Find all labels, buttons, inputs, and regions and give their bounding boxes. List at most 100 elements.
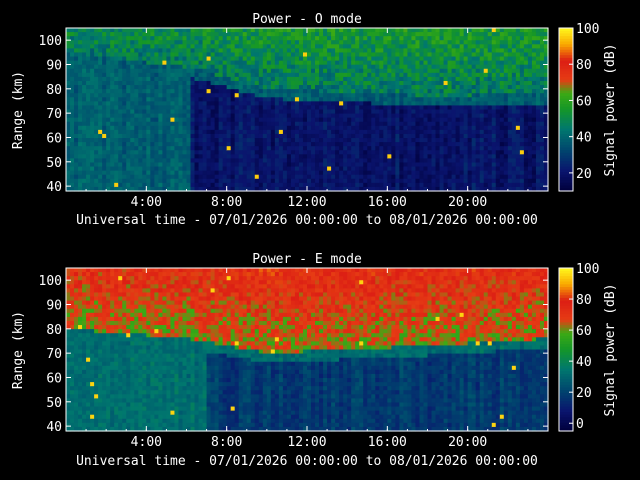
heatmap-cell bbox=[411, 97, 417, 102]
heatmap-cell bbox=[234, 101, 240, 107]
heatmap-cell bbox=[475, 178, 481, 184]
heatmap-cell bbox=[254, 36, 260, 41]
heatmap-cell bbox=[70, 44, 75, 49]
heatmap-cell bbox=[254, 182, 260, 188]
heatmap-cell bbox=[307, 138, 312, 143]
heatmap-cell bbox=[110, 138, 115, 143]
heatmap-cell bbox=[343, 133, 348, 139]
heatmap-cell bbox=[254, 162, 260, 168]
heatmap-cell bbox=[118, 64, 123, 70]
heatmap-cell bbox=[250, 146, 256, 151]
heatmap-cell bbox=[98, 56, 103, 62]
heatmap-cell bbox=[463, 60, 469, 66]
heatmap-cell bbox=[507, 162, 513, 168]
heatmap-cell bbox=[94, 158, 99, 164]
heatmap-cell bbox=[319, 142, 324, 147]
heatmap-cell bbox=[182, 162, 188, 168]
heatmap-plot-area bbox=[66, 28, 549, 192]
heatmap-cell bbox=[274, 105, 280, 111]
heatmap-cell bbox=[407, 109, 413, 115]
x-tick-label: 12:00 bbox=[287, 195, 326, 210]
heatmap-cell bbox=[471, 182, 477, 188]
heatmap-cell bbox=[435, 146, 441, 151]
heatmap-cell bbox=[503, 56, 509, 62]
heatmap-cell bbox=[335, 162, 340, 168]
heatmap-cell bbox=[395, 174, 400, 180]
heatmap-cell bbox=[439, 64, 445, 70]
heatmap-cell bbox=[479, 89, 485, 94]
heatmap-cell bbox=[367, 60, 372, 66]
heatmap-cell bbox=[70, 72, 75, 78]
heatmap-cell bbox=[134, 138, 139, 143]
heatmap-cell bbox=[363, 170, 368, 176]
heatmap-cell bbox=[343, 85, 348, 90]
heatmap-cell bbox=[238, 97, 244, 102]
heatmap-cell bbox=[278, 182, 284, 188]
heatmap-cell bbox=[523, 170, 529, 176]
heatmap-cell bbox=[130, 186, 135, 192]
heatmap-cell bbox=[122, 146, 127, 151]
heatmap-cell bbox=[539, 93, 545, 98]
heatmap-cell bbox=[423, 158, 429, 164]
heatmap-cell bbox=[423, 97, 429, 102]
heatmap-cell bbox=[475, 52, 481, 58]
heatmap-cell bbox=[515, 105, 521, 111]
heatmap-cell bbox=[146, 166, 151, 172]
heatmap-cell bbox=[270, 186, 276, 192]
heatmap-cell bbox=[347, 68, 352, 74]
heatmap-cell bbox=[162, 113, 168, 119]
heatmap-cell bbox=[315, 117, 320, 123]
heatmap-cell bbox=[323, 56, 328, 62]
heatmap-cell bbox=[379, 178, 384, 184]
colorbar-segment bbox=[559, 33, 573, 37]
heatmap-cell bbox=[427, 32, 433, 37]
heatmap-cell bbox=[539, 146, 545, 151]
heatmap-cell bbox=[226, 68, 232, 74]
heatmap-cell bbox=[66, 162, 71, 168]
heatmap-cell bbox=[515, 89, 521, 94]
heatmap-cell bbox=[74, 44, 79, 49]
heatmap-cell bbox=[519, 186, 525, 192]
heatmap-cell bbox=[535, 76, 541, 82]
heatmap-cell bbox=[294, 64, 300, 70]
heatmap-cell bbox=[307, 166, 312, 172]
heatmap-cell bbox=[166, 101, 172, 107]
heatmap-cell bbox=[399, 89, 404, 94]
heatmap-cell bbox=[543, 113, 549, 119]
heatmap-cell bbox=[347, 182, 352, 188]
heatmap-cell bbox=[439, 80, 445, 86]
heatmap-cell bbox=[375, 170, 380, 176]
heatmap-cell bbox=[451, 158, 457, 164]
heatmap-cell bbox=[387, 76, 392, 82]
heatmap-cell bbox=[246, 142, 252, 147]
heatmap-cell bbox=[210, 121, 216, 127]
heatmap-cell bbox=[162, 36, 168, 41]
heatmap-cell bbox=[351, 97, 356, 102]
heatmap-cell bbox=[294, 28, 300, 33]
heatmap-cell bbox=[475, 121, 481, 127]
heatmap-cell bbox=[531, 80, 537, 86]
heatmap-cell bbox=[90, 97, 95, 102]
heatmap-cell bbox=[315, 28, 320, 33]
heatmap-cell bbox=[218, 101, 224, 107]
heatmap-cell bbox=[367, 142, 372, 147]
heatmap-cell bbox=[166, 36, 172, 41]
heatmap-cell bbox=[262, 174, 268, 180]
heatmap-cell bbox=[266, 64, 272, 70]
heatmap-cell bbox=[94, 101, 99, 107]
heatmap-cell bbox=[463, 56, 469, 62]
heatmap-cell bbox=[158, 166, 163, 172]
heatmap-cell bbox=[214, 101, 220, 107]
heatmap-cell bbox=[431, 48, 437, 54]
heatmap-cell bbox=[78, 138, 83, 143]
heatmap-cell bbox=[222, 85, 228, 90]
heatmap-cell bbox=[66, 182, 71, 188]
heatmap-cell bbox=[415, 186, 421, 192]
heatmap-cell bbox=[142, 186, 147, 192]
heatmap-cell bbox=[459, 162, 465, 168]
heatmap-cell bbox=[427, 64, 433, 70]
colorbar-segment bbox=[559, 152, 573, 157]
heatmap-cell bbox=[74, 101, 79, 107]
heatmap-cell bbox=[226, 28, 232, 33]
heatmap-cell bbox=[294, 48, 300, 54]
